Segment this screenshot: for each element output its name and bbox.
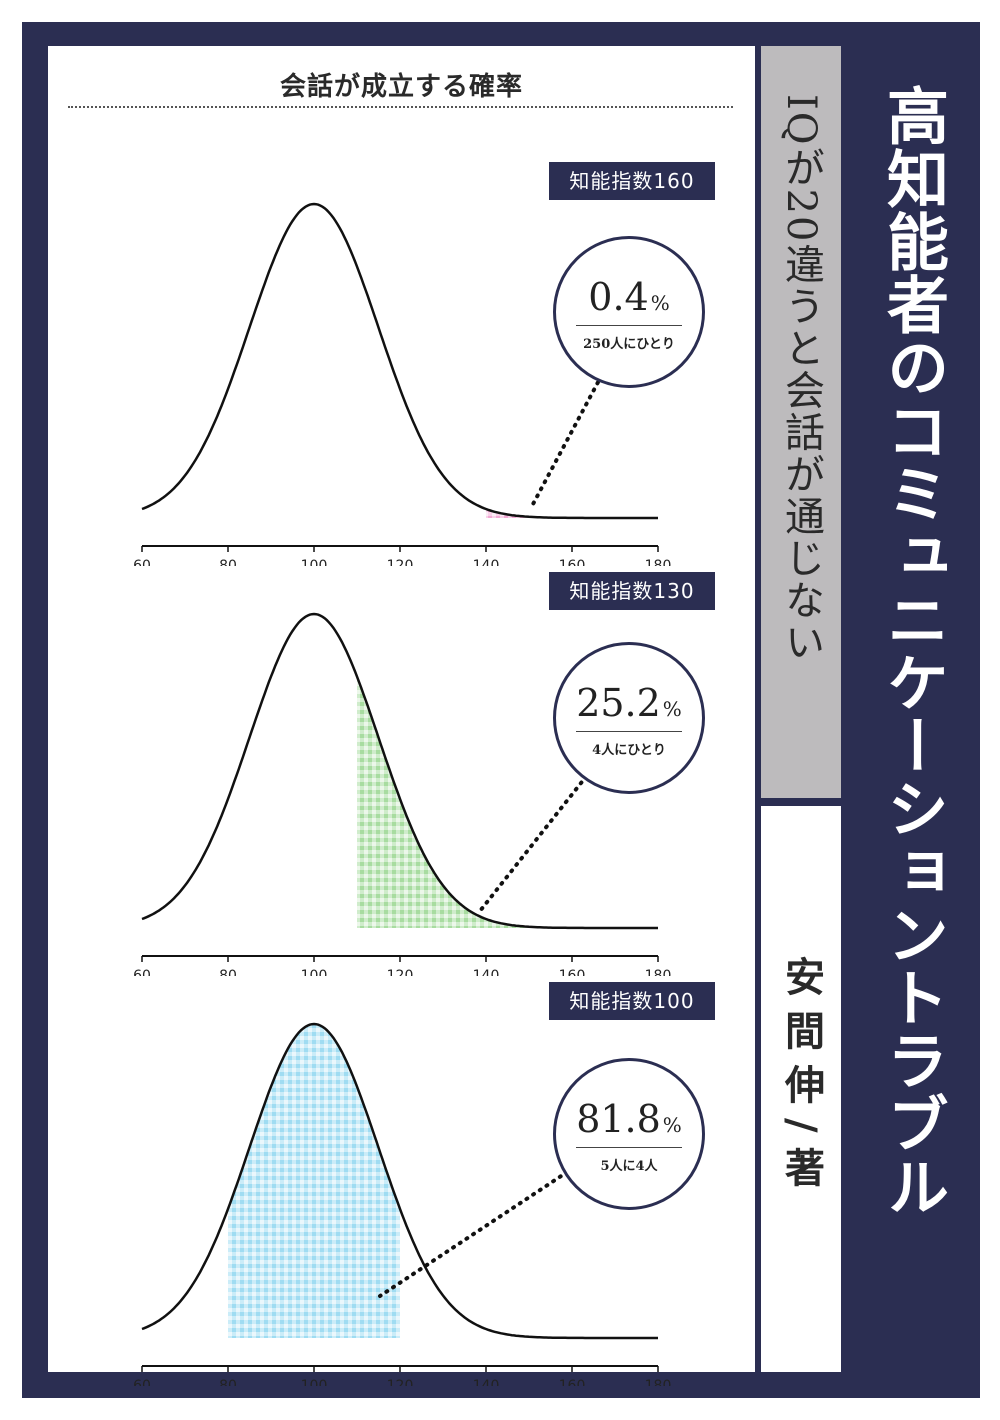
value-number: 0.4 xyxy=(588,275,649,319)
iq-badge: 知能指数160 xyxy=(549,162,715,200)
x-tick-label: 100 xyxy=(301,968,328,976)
distribution-chart-130: 60 80 100 120 140 160 180 知能指数130 25.2% 4人にひとり xyxy=(48,566,755,976)
distribution-chart-160: 60 80 100 120 140 160 180 知能指数160 0.4% 250人にひと… xyxy=(48,156,755,566)
x-tick-label: 60 xyxy=(133,1378,151,1386)
bubble-rule xyxy=(576,731,682,732)
iq-badge: 知能指数130 xyxy=(549,572,715,610)
value-unit: % xyxy=(650,291,670,315)
figure-title: 会話が成立する確率 xyxy=(279,72,523,102)
subtitle-band: IQが20違うと会話が通じない xyxy=(761,46,841,798)
x-tick-label: 80 xyxy=(219,968,237,976)
probability-note: 250人にひとり xyxy=(583,337,675,352)
x-tick-label: 120 xyxy=(387,968,414,976)
x-tick-label: 180 xyxy=(645,968,672,976)
x-tick-label: 180 xyxy=(645,1378,672,1386)
value-unit: % xyxy=(662,1113,682,1137)
iq-badge: 知能指数100 xyxy=(549,982,715,1020)
shaded-region xyxy=(228,1024,400,1338)
bubble-rule xyxy=(576,1147,682,1148)
x-tick-label: 120 xyxy=(387,558,414,566)
distribution-curve xyxy=(141,202,658,520)
probability-bubble: 0.4% 250人にひとり xyxy=(553,236,705,388)
x-tick-label: 80 xyxy=(219,558,237,566)
probability-bubble: 25.2% 4人にひとり xyxy=(553,642,705,794)
probability-note: 4人にひとり xyxy=(592,743,666,758)
distribution-curve xyxy=(141,612,658,930)
x-tick-label: 140 xyxy=(473,968,500,976)
x-tick-label: 100 xyxy=(301,558,328,566)
probability-value: 81.8% xyxy=(556,1097,702,1141)
value-number: 81.8 xyxy=(576,1097,661,1141)
value-unit: % xyxy=(662,697,682,721)
x-tick-label: 180 xyxy=(645,558,672,566)
distribution-chart-100: 60 80 100 120 140 160 180 知能指数100 81.8% 5人に4人 xyxy=(48,976,755,1386)
book-title: 高知能者のコミュニケーショントラブル xyxy=(876,84,949,1218)
x-tick-label: 160 xyxy=(559,968,586,976)
x-tick-label: 60 xyxy=(133,558,151,566)
x-tick-label: 140 xyxy=(473,1378,500,1386)
value-number: 25.2 xyxy=(576,681,661,725)
author-band: 安間伸/著 xyxy=(761,806,841,1372)
probability-value: 0.4% xyxy=(556,275,702,319)
x-tick-label: 60 xyxy=(133,968,151,976)
title-divider xyxy=(68,106,733,108)
book-subtitle: IQが20違うと会話が通じない xyxy=(778,94,824,664)
figure-panel: 会話が成立する確率 60 80 100 120 140 160 180 知能指数160 0.… xyxy=(48,46,755,1386)
x-tick-label: 100 xyxy=(301,1378,328,1386)
book-author: 安間伸/著 xyxy=(778,956,824,1201)
x-tick-label: 80 xyxy=(219,1378,237,1386)
x-tick-label: 160 xyxy=(559,558,586,566)
x-tick-label: 140 xyxy=(473,558,500,566)
shaded-region xyxy=(357,676,529,928)
distribution-curve xyxy=(141,1022,658,1340)
probability-bubble: 81.8% 5人に4人 xyxy=(553,1058,705,1210)
shaded-region xyxy=(486,509,658,518)
probability-value: 25.2% xyxy=(556,681,702,725)
x-tick-label: 160 xyxy=(559,1378,586,1386)
bubble-rule xyxy=(576,325,682,326)
probability-note: 5人に4人 xyxy=(600,1159,658,1174)
x-tick-label: 120 xyxy=(387,1378,414,1386)
